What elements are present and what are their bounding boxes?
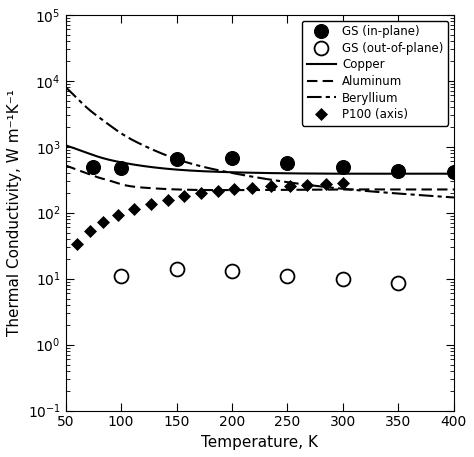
GS (in-plane)	[229, 155, 235, 160]
Line: Copper: Copper	[65, 145, 454, 174]
P100 (axis)	[148, 202, 154, 207]
GS (in-plane)	[451, 170, 457, 175]
Copper	[343, 171, 349, 176]
X-axis label: Temperature, K: Temperature, K	[201, 435, 318, 450]
Beryllium	[451, 195, 457, 200]
GS (in-plane)	[173, 157, 179, 162]
Aluminum	[63, 163, 68, 168]
Line: P100 (axis): P100 (axis)	[72, 179, 347, 249]
P100 (axis)	[287, 183, 292, 188]
Aluminum	[346, 187, 352, 192]
Aluminum	[344, 187, 350, 192]
Legend: GS (in-plane), GS (out-of-plane), Copper, Aluminum, Beryllium, P100 (axis): GS (in-plane), GS (out-of-plane), Copper…	[302, 21, 448, 126]
GS (out-of-plane)	[284, 273, 290, 279]
Copper	[451, 171, 457, 176]
Beryllium	[343, 186, 349, 192]
P100 (axis)	[305, 182, 310, 187]
Aluminum	[222, 187, 228, 193]
P100 (axis)	[249, 185, 255, 191]
P100 (axis)	[340, 181, 346, 186]
Line: Beryllium: Beryllium	[65, 87, 454, 197]
GS (in-plane)	[284, 160, 290, 166]
P100 (axis)	[165, 197, 171, 202]
P100 (axis)	[100, 219, 106, 225]
Aluminum	[451, 187, 457, 192]
Aluminum	[189, 187, 195, 192]
Copper	[345, 171, 351, 176]
Beryllium	[63, 85, 68, 90]
Y-axis label: Thermal Conductivity, W m⁻¹K⁻¹: Thermal Conductivity, W m⁻¹K⁻¹	[7, 89, 22, 336]
Copper	[217, 169, 222, 175]
P100 (axis)	[231, 186, 237, 192]
Copper	[63, 143, 68, 148]
GS (out-of-plane)	[118, 273, 124, 279]
GS (out-of-plane)	[396, 281, 401, 286]
Beryllium	[109, 124, 115, 130]
GS (in-plane)	[340, 165, 346, 170]
Line: GS (in-plane): GS (in-plane)	[86, 151, 461, 179]
P100 (axis)	[198, 191, 204, 196]
Line: GS (out-of-plane): GS (out-of-plane)	[114, 262, 405, 290]
P100 (axis)	[215, 188, 220, 194]
P100 (axis)	[115, 213, 120, 218]
Aluminum	[109, 179, 115, 184]
Copper	[307, 171, 313, 176]
GS (out-of-plane)	[173, 266, 179, 272]
GS (out-of-plane)	[340, 276, 346, 282]
GS (out-of-plane)	[229, 268, 235, 274]
P100 (axis)	[323, 181, 329, 187]
P100 (axis)	[268, 184, 273, 189]
GS (in-plane)	[91, 164, 96, 169]
GS (in-plane)	[396, 168, 401, 174]
Beryllium	[217, 168, 222, 173]
P100 (axis)	[182, 193, 187, 199]
Copper	[189, 168, 195, 173]
Copper	[109, 158, 115, 163]
Beryllium	[189, 161, 195, 167]
Aluminum	[217, 187, 222, 193]
Copper	[364, 171, 369, 176]
P100 (axis)	[131, 207, 137, 212]
GS (in-plane)	[118, 165, 124, 171]
Aluminum	[308, 187, 314, 192]
Beryllium	[307, 182, 313, 188]
Line: Aluminum: Aluminum	[65, 165, 454, 190]
P100 (axis)	[87, 228, 93, 234]
Beryllium	[345, 186, 351, 192]
P100 (axis)	[74, 242, 80, 247]
